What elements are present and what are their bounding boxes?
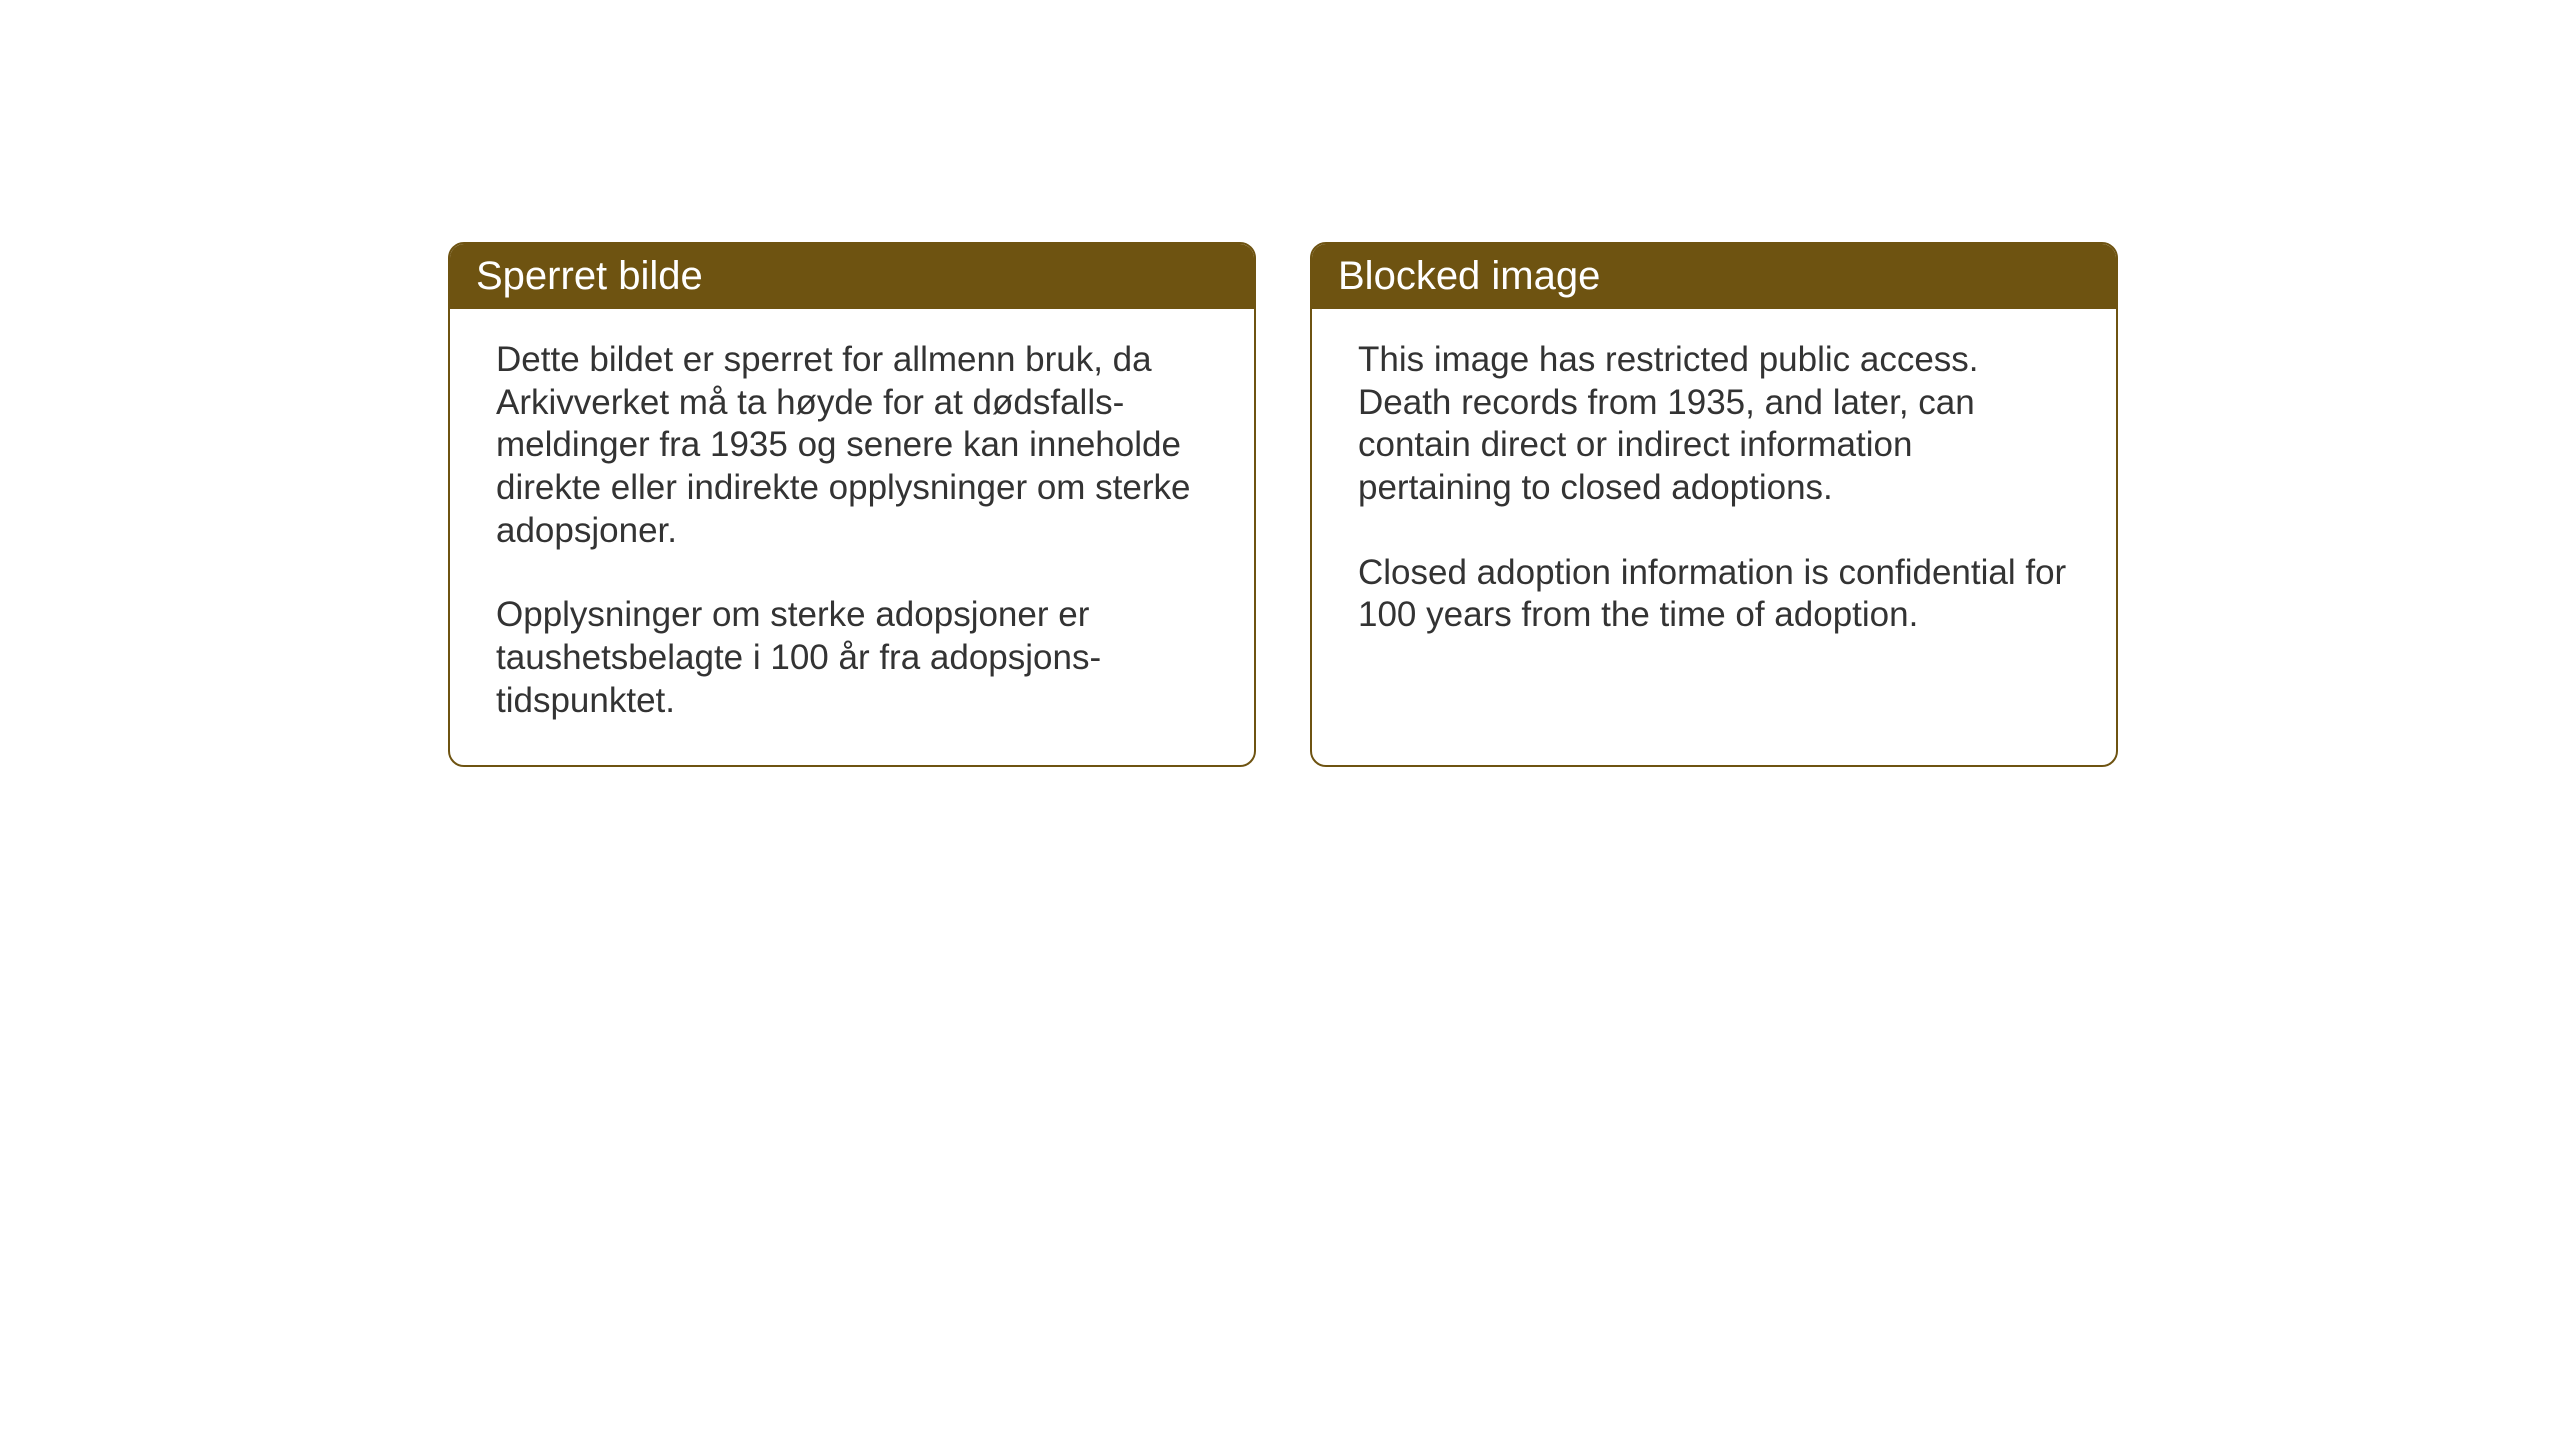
notice-cards-container: Sperret bilde Dette bildet er sperret fo…: [448, 242, 2118, 767]
norwegian-paragraph-2: Opplysninger om sterke adopsjoner er tau…: [496, 594, 1208, 722]
norwegian-card-body: Dette bildet er sperret for allmenn bruk…: [450, 309, 1254, 765]
english-card-body: This image has restricted public access.…: [1312, 309, 2116, 679]
norwegian-notice-card: Sperret bilde Dette bildet er sperret fo…: [448, 242, 1256, 767]
english-paragraph-2: Closed adoption information is confident…: [1358, 552, 2070, 637]
norwegian-paragraph-1: Dette bildet er sperret for allmenn bruk…: [496, 339, 1208, 552]
english-notice-card: Blocked image This image has restricted …: [1310, 242, 2118, 767]
english-card-title: Blocked image: [1312, 244, 2116, 309]
norwegian-card-title: Sperret bilde: [450, 244, 1254, 309]
english-paragraph-1: This image has restricted public access.…: [1358, 339, 2070, 510]
